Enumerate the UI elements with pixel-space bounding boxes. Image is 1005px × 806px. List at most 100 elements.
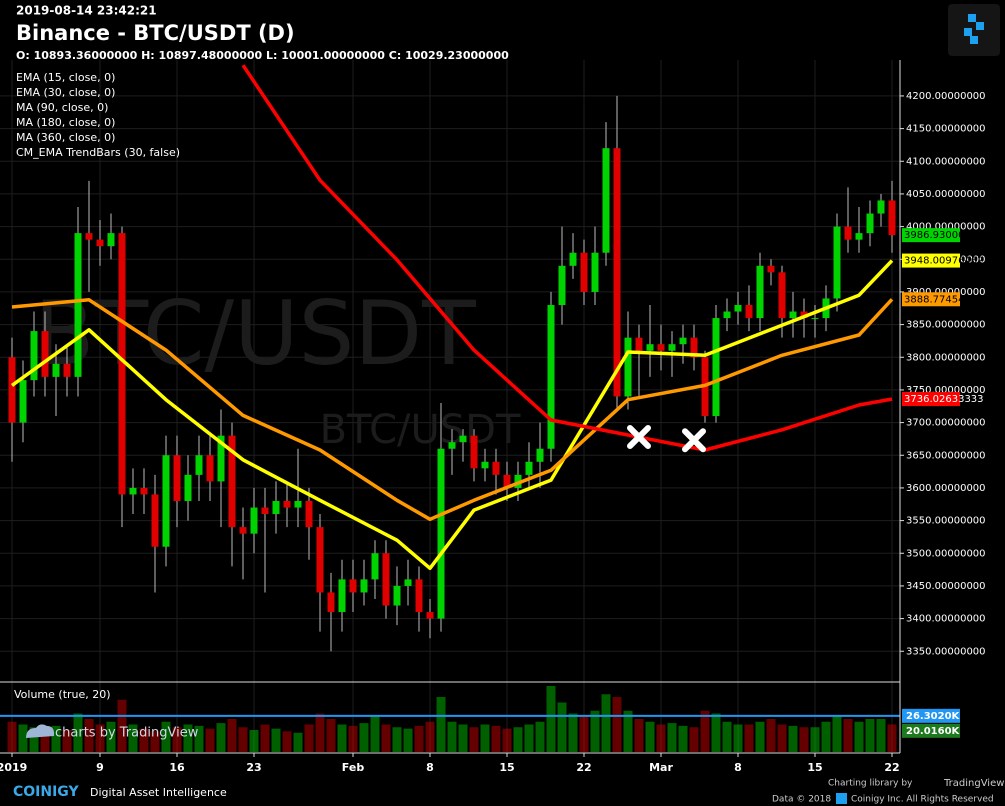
- candle-body: [635, 337, 643, 351]
- volume-bar: [634, 719, 644, 752]
- x-tick-label: 2019: [0, 761, 27, 774]
- candle-body: [327, 592, 335, 613]
- volume-bar: [183, 724, 193, 752]
- candle-body: [382, 553, 390, 606]
- axes: 3350.00000000 3400.00000000 3450.00000000 3…: [0, 91, 986, 774]
- volume-tag: [902, 708, 960, 723]
- candle-body: [789, 311, 797, 319]
- candle-body: [184, 474, 192, 501]
- volume-bar: [304, 724, 314, 752]
- volume-bar: [480, 724, 490, 752]
- x-tick-label: Mar: [649, 761, 673, 774]
- volume-bar: [810, 727, 820, 752]
- y-tick-label: 3400.00000000: [906, 614, 986, 625]
- candle-body: [349, 579, 357, 593]
- volume-bar: [260, 724, 270, 752]
- x-tick-label: Feb: [342, 761, 365, 774]
- y-tick-label: 3500.00000000: [906, 548, 986, 559]
- chart-title: Binance - BTC/USDT (D): [16, 21, 295, 45]
- x-tick-label: 16: [169, 761, 185, 774]
- volume-bar: [216, 723, 226, 752]
- y-tick-label: 4000.00000000: [906, 222, 986, 233]
- candle-body: [162, 455, 170, 547]
- x-tick-label: 8: [734, 761, 742, 774]
- candle-body: [657, 344, 665, 351]
- volume-bar: [18, 724, 28, 752]
- timestamp: 2019-08-14 23:42:21: [16, 4, 157, 18]
- candle-body: [140, 487, 148, 495]
- volume-bar: [788, 725, 798, 752]
- copyright: Data © 2018: [772, 795, 831, 805]
- candle-body: [448, 442, 456, 449]
- candle-body: [767, 265, 775, 273]
- volume-bar: [458, 724, 468, 752]
- volume-bar: [568, 713, 578, 752]
- volume-bar: [623, 710, 633, 752]
- volume-pane: [0, 686, 900, 752]
- volume-bar: [678, 725, 688, 752]
- candle-body: [690, 337, 698, 358]
- volume-bar: [766, 719, 776, 752]
- volume-bar: [700, 710, 710, 752]
- y-tick-label: 4050.00000000: [906, 189, 986, 200]
- volume-bar: [315, 713, 325, 752]
- logo-box[interactable]: [948, 4, 1000, 56]
- volume-bar: [7, 721, 17, 752]
- grid: [0, 60, 900, 752]
- signal-marker: [627, 424, 651, 449]
- volume-bar: [832, 716, 842, 752]
- candle-body: [558, 265, 566, 305]
- candle-body: [129, 487, 137, 495]
- rights: Coinigy Inc. All Rights Reserved: [851, 795, 994, 805]
- candle-body: [8, 357, 16, 423]
- candle-body: [371, 553, 379, 580]
- candle-body: [866, 213, 874, 234]
- indicator-line: [11, 298, 894, 522]
- volume-bar: [546, 686, 556, 752]
- legend-entry: MA (90, close, 0): [16, 101, 108, 114]
- candle-body: [734, 304, 742, 312]
- y-tick-label: 3550.00000000: [906, 516, 986, 527]
- candle-body: [228, 435, 236, 528]
- volume-bar: [392, 727, 402, 752]
- candle-body: [19, 380, 27, 423]
- x-tick-label: 15: [499, 761, 514, 774]
- volume-tag: [902, 723, 960, 738]
- candle-body: [712, 318, 720, 417]
- volume-bar: [128, 724, 138, 752]
- legend-entry: MA (360, close, 0): [16, 131, 115, 144]
- x-tick-label: 22: [884, 761, 899, 774]
- volume-bar: [755, 721, 765, 752]
- price-tag-label: 3888.77454916: [904, 294, 984, 305]
- y-tick-label: 4100.00000000: [906, 156, 986, 167]
- volume-bar: [194, 725, 204, 752]
- y-tick-label: 3800.00000000: [906, 352, 986, 363]
- volume-bar: [40, 728, 50, 752]
- volume-bar: [271, 728, 281, 752]
- volume-bar: [469, 727, 479, 752]
- candle-body: [96, 239, 104, 247]
- ohlc-readout: O: 10893.36000000 H: 10897.48000000 L: 1…: [16, 49, 509, 62]
- price-pane: [8, 64, 896, 652]
- candle-body: [855, 233, 863, 240]
- volume-bar: [876, 719, 886, 752]
- candle-body: [756, 265, 764, 319]
- candle-body: [547, 304, 555, 449]
- legend-entry: EMA (15, close, 0): [16, 71, 115, 84]
- volume-tag-label: 26.3020K: [906, 711, 961, 722]
- volume-bar: [337, 724, 347, 752]
- volume-bar: [513, 727, 523, 752]
- y-tick-label: 3850.00000000: [906, 320, 986, 331]
- price-tag-label: 3736.02633333: [904, 394, 984, 405]
- y-tick-label: 3700.00000000: [906, 418, 986, 429]
- candle-body: [316, 527, 324, 593]
- candle-body: [338, 579, 346, 613]
- y-tick-label: 3450.00000000: [906, 581, 986, 592]
- candle-body: [646, 344, 654, 351]
- y-tick-label: 4200.00000000: [906, 91, 986, 102]
- cloud-icon: [26, 724, 55, 738]
- coinigy-icon: [836, 793, 847, 804]
- candle-body: [74, 233, 82, 377]
- y-tick-label: 3750.00000000: [906, 385, 986, 396]
